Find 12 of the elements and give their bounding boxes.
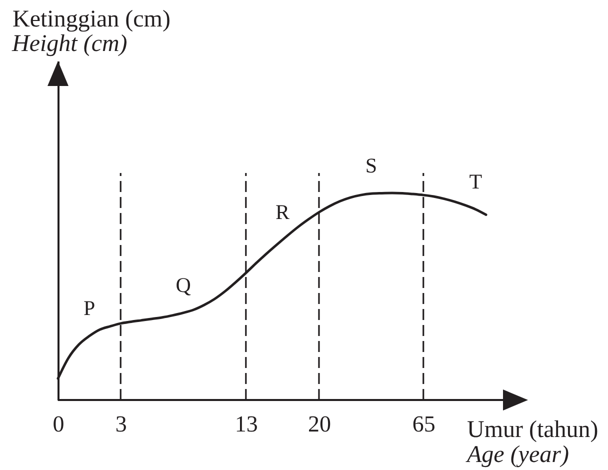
x-tick-label: 0 (52, 412, 64, 436)
annotation: T (469, 170, 482, 194)
annotation: Q (176, 272, 191, 297)
x-tick-label: 20 (308, 412, 331, 436)
x-tick-label: 13 (234, 412, 258, 436)
text: Ketinggian (cm) Height (cm) (12, 6, 170, 57)
annotation: R (275, 200, 290, 224)
x-tick-label: 65 (412, 412, 436, 436)
x-axis-title: Umur (tahun) Age (year) (465, 417, 598, 468)
text: S (365, 154, 378, 178)
annotation: P (83, 296, 96, 320)
x-tick-label: 3 (115, 412, 127, 436)
